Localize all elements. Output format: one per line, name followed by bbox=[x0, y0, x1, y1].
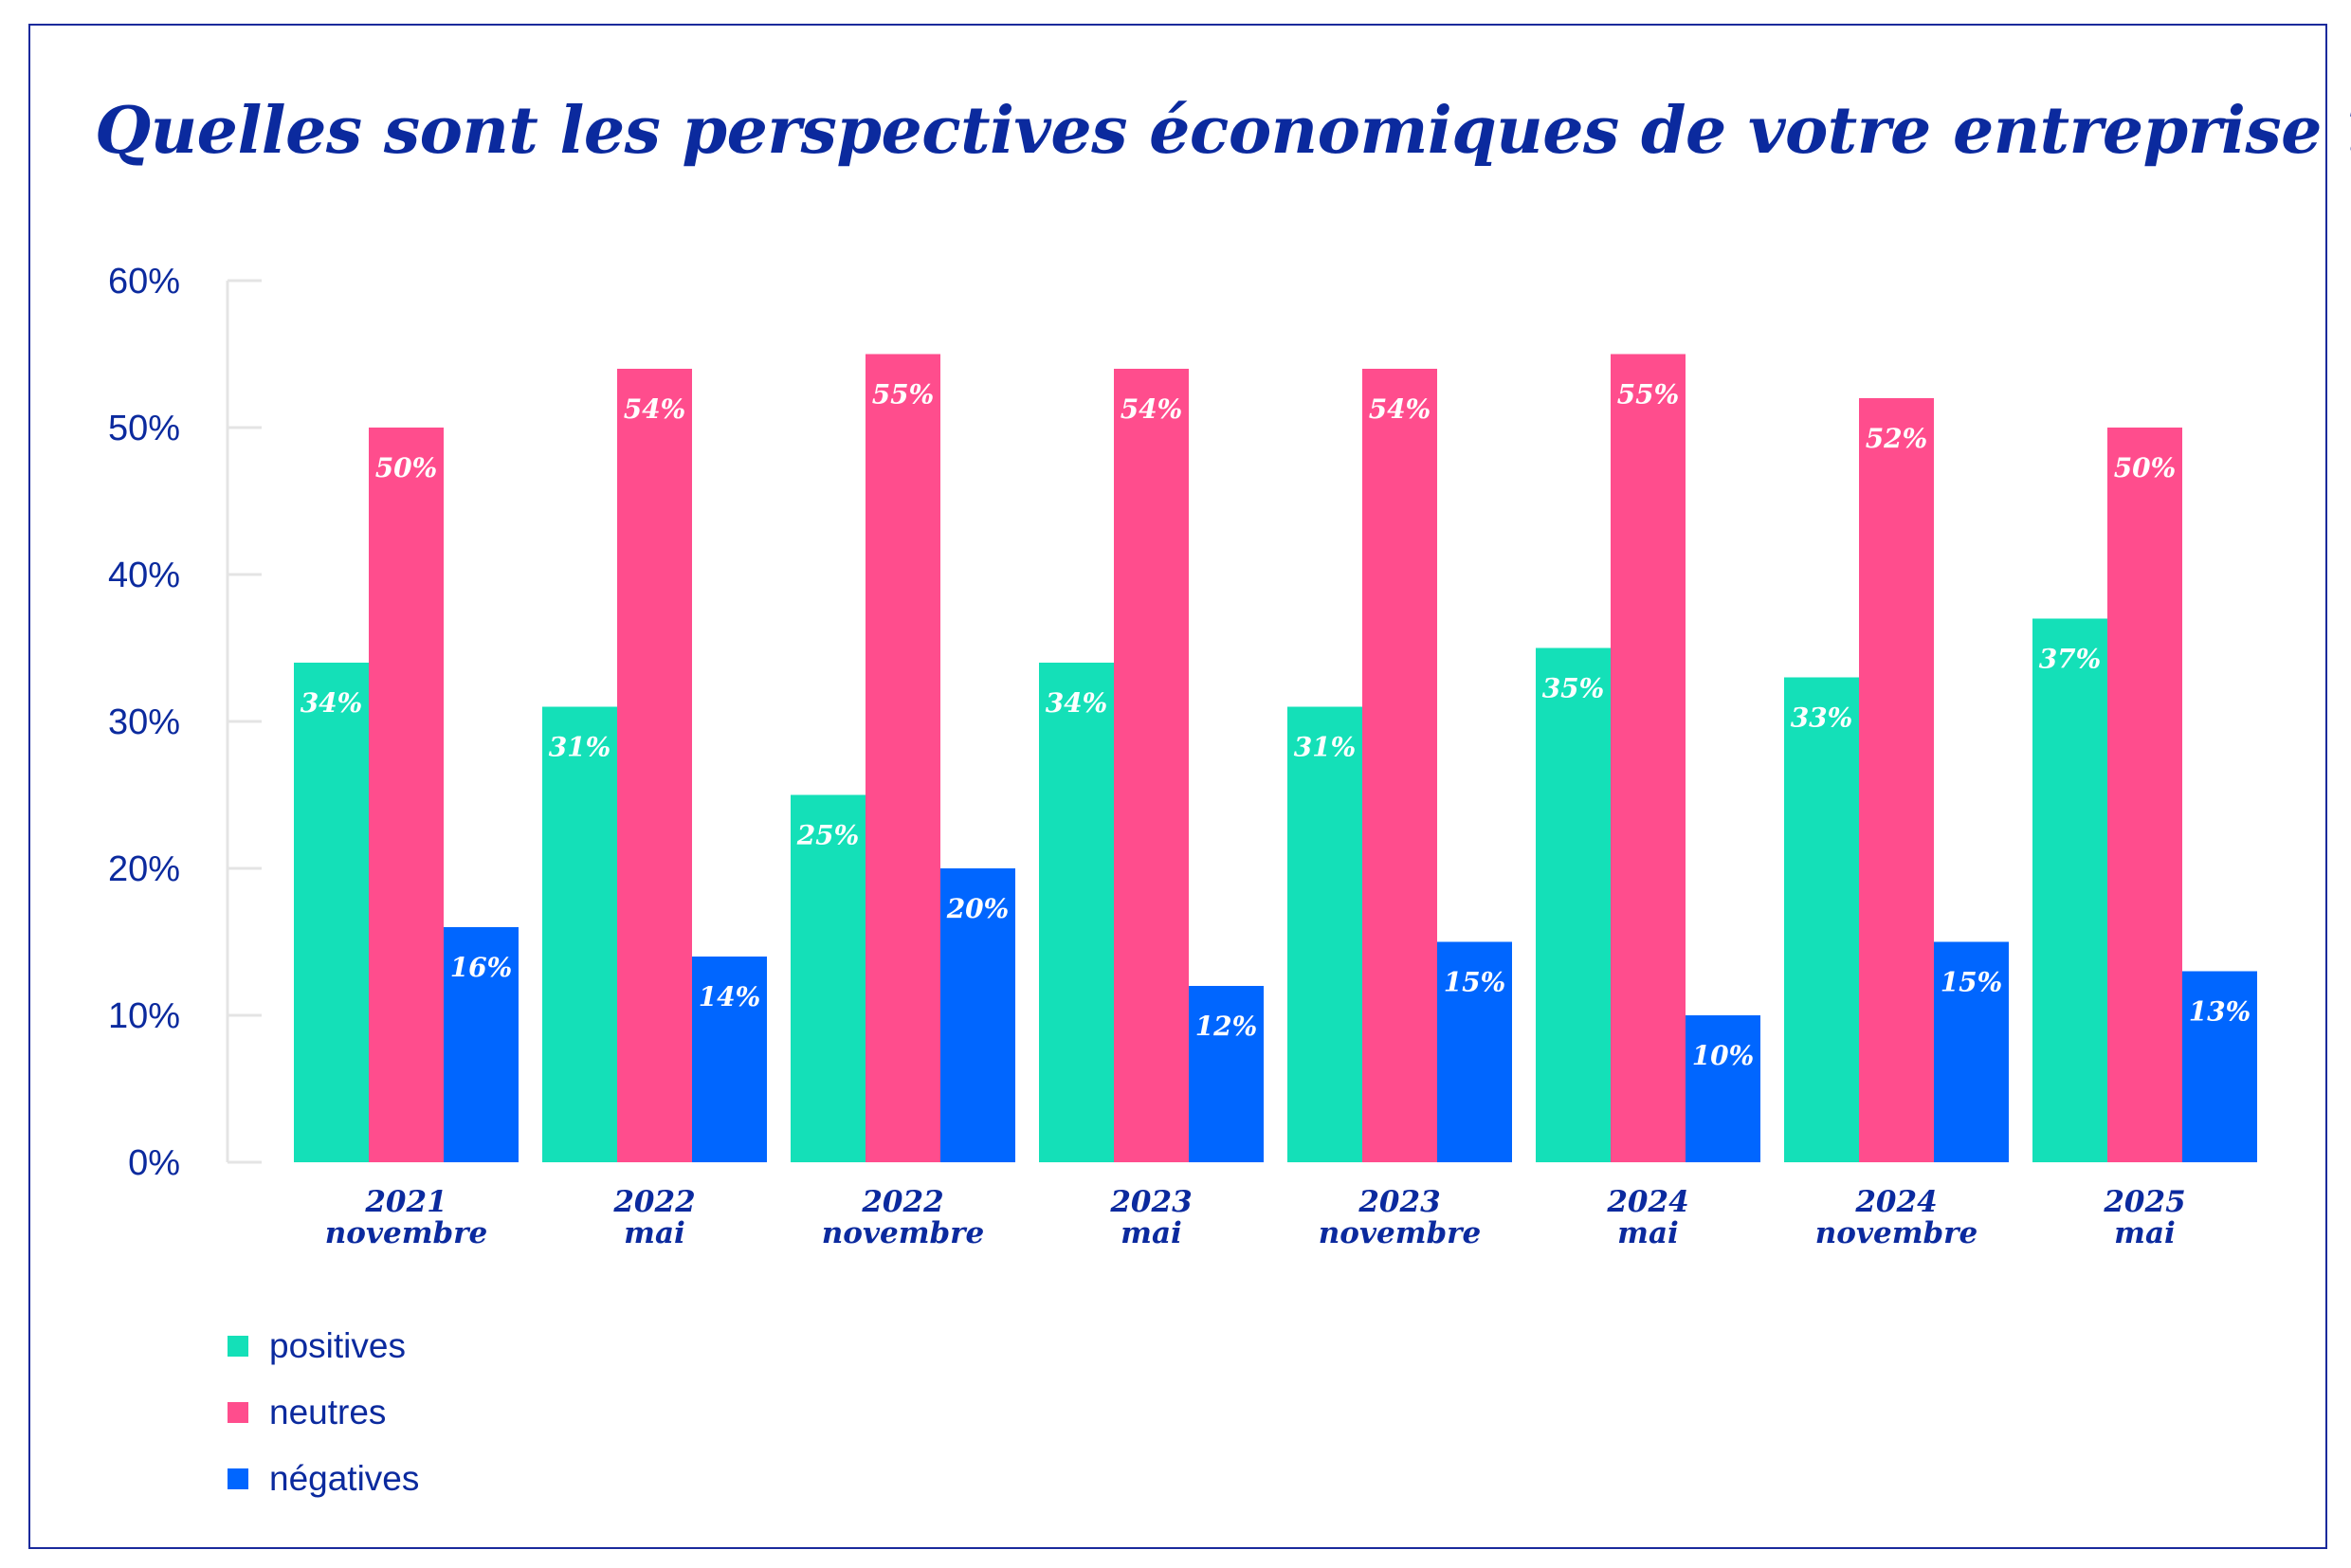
bar-neutres bbox=[866, 354, 940, 1162]
y-tick-label: 10% bbox=[108, 996, 180, 1036]
bar-neutres bbox=[2107, 428, 2182, 1162]
y-tick-label: 0% bbox=[128, 1143, 180, 1183]
bar-négatives bbox=[940, 868, 1015, 1162]
chart-legend: positives neutres négatives bbox=[228, 1313, 419, 1512]
bar-value-label: 25% bbox=[796, 820, 860, 851]
bar-positives bbox=[1039, 663, 1114, 1162]
bar-value-label: 55% bbox=[1617, 379, 1680, 410]
bar-neutres bbox=[1859, 398, 1934, 1162]
legend-swatch bbox=[228, 1468, 248, 1489]
bar-neutres bbox=[1114, 369, 1189, 1162]
bar-négatives bbox=[1437, 941, 1512, 1162]
x-tick-label: 2023 bbox=[1358, 1185, 1440, 1219]
bar-value-label: 50% bbox=[375, 452, 438, 483]
y-tick-label: 50% bbox=[108, 409, 180, 448]
bar-value-label: 31% bbox=[1294, 732, 1357, 763]
bar-value-label: 35% bbox=[1542, 673, 1605, 704]
y-tick-label: 40% bbox=[108, 556, 180, 595]
bar-value-label: 16% bbox=[450, 952, 513, 983]
bar-value-label: 14% bbox=[699, 981, 761, 1012]
bar-value-label: 20% bbox=[946, 893, 1010, 924]
x-tick-label: novembre bbox=[1815, 1216, 1977, 1250]
x-tick-label: mai bbox=[2114, 1216, 2176, 1250]
bar-négatives bbox=[444, 927, 519, 1162]
legend-swatch bbox=[228, 1402, 248, 1423]
bar-value-label: 33% bbox=[1791, 702, 1853, 734]
bar-positives bbox=[1536, 647, 1611, 1162]
bar-positives bbox=[791, 794, 866, 1162]
bar-négatives bbox=[1934, 941, 2009, 1162]
legend-item-neutres: neutres bbox=[228, 1379, 419, 1446]
bar-value-label: 55% bbox=[872, 379, 935, 410]
bar-positives bbox=[542, 706, 617, 1162]
legend-swatch bbox=[228, 1336, 248, 1357]
bar-positives bbox=[1287, 706, 1362, 1162]
bar-value-label: 10% bbox=[1692, 1040, 1755, 1071]
x-tick-label: 2022 bbox=[861, 1185, 943, 1219]
bar-négatives bbox=[1686, 1015, 1760, 1162]
bar-value-label: 50% bbox=[2114, 452, 2177, 483]
bar-value-label: 34% bbox=[301, 687, 363, 719]
x-tick-label: novembre bbox=[325, 1216, 487, 1250]
bar-value-label: 15% bbox=[1941, 967, 2003, 998]
x-tick-label: 2024 bbox=[1854, 1185, 1937, 1219]
bar-négatives bbox=[2182, 971, 2257, 1162]
x-tick-label: mai bbox=[1121, 1216, 1182, 1250]
chart-title: Quelles sont les perspectives économique… bbox=[95, 93, 2351, 169]
x-tick-label: 2022 bbox=[612, 1185, 695, 1219]
y-tick-label: 30% bbox=[108, 702, 180, 742]
legend-label: neutres bbox=[269, 1393, 387, 1431]
bar-value-label: 12% bbox=[1195, 1011, 1258, 1042]
bar-value-label: 37% bbox=[2039, 644, 2102, 675]
x-tick-label: 2024 bbox=[1606, 1185, 1688, 1219]
bar-value-label: 13% bbox=[2189, 996, 2251, 1028]
x-tick-label: mai bbox=[624, 1216, 685, 1250]
legend-item-positives: positives bbox=[228, 1313, 419, 1379]
bar-neutres bbox=[1611, 354, 1686, 1162]
bar-positives bbox=[2032, 618, 2107, 1162]
bar-positives bbox=[294, 663, 369, 1162]
y-tick-label: 20% bbox=[108, 849, 180, 889]
bar-value-label: 54% bbox=[1369, 393, 1431, 425]
bar-neutres bbox=[1362, 369, 1437, 1162]
bar-value-label: 34% bbox=[1046, 687, 1108, 719]
legend-item-négatives: négatives bbox=[228, 1446, 419, 1512]
legend-label: négatives bbox=[269, 1459, 420, 1498]
bar-négatives bbox=[692, 957, 767, 1162]
x-tick-label: mai bbox=[1617, 1216, 1679, 1250]
bar-value-label: 54% bbox=[624, 393, 686, 425]
x-tick-label: novembre bbox=[822, 1216, 984, 1250]
legend-label: positives bbox=[269, 1326, 406, 1365]
y-tick-label: 60% bbox=[108, 262, 180, 301]
bar-value-label: 52% bbox=[1866, 423, 1928, 454]
bar-value-label: 15% bbox=[1444, 967, 1506, 998]
bar-positives bbox=[1784, 677, 1859, 1162]
x-tick-label: novembre bbox=[1319, 1216, 1481, 1250]
bar-négatives bbox=[1189, 986, 1264, 1162]
bar-value-label: 54% bbox=[1121, 393, 1183, 425]
bar-neutres bbox=[369, 428, 444, 1162]
bar-neutres bbox=[617, 369, 692, 1162]
bar-value-label: 31% bbox=[549, 732, 611, 763]
x-tick-label: 2021 bbox=[364, 1185, 447, 1219]
x-tick-label: 2023 bbox=[1109, 1185, 1192, 1219]
x-tick-label: 2025 bbox=[2103, 1185, 2185, 1219]
